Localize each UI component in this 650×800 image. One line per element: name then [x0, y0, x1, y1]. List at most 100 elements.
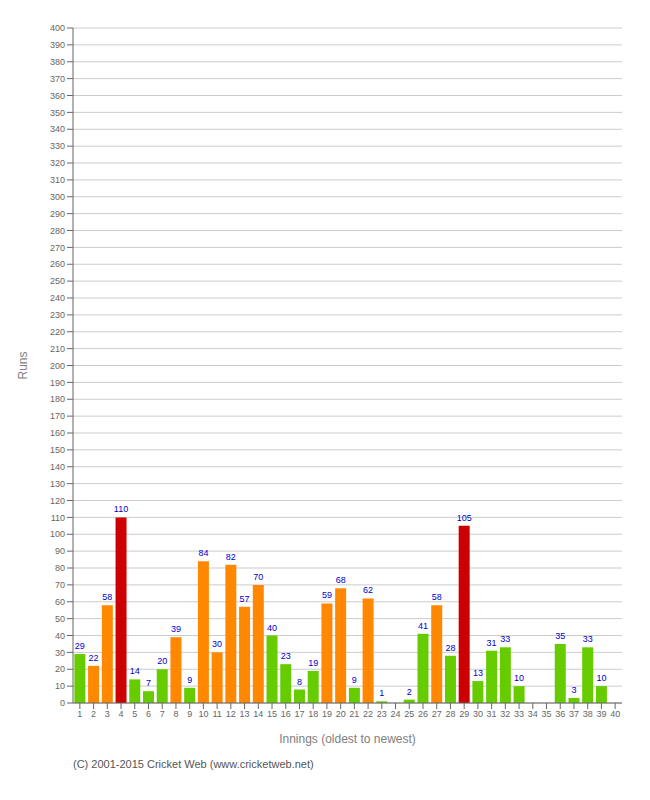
svg-text:10: 10	[596, 673, 606, 683]
svg-text:31: 31	[487, 709, 497, 719]
svg-text:36: 36	[555, 709, 565, 719]
svg-text:300: 300	[50, 192, 65, 202]
svg-text:14: 14	[130, 666, 140, 676]
svg-text:59: 59	[322, 590, 332, 600]
svg-text:13: 13	[473, 668, 483, 678]
svg-text:70: 70	[55, 580, 65, 590]
svg-text:140: 140	[50, 462, 65, 472]
svg-text:9: 9	[187, 675, 192, 685]
svg-text:200: 200	[50, 361, 65, 371]
svg-text:9: 9	[187, 709, 192, 719]
svg-text:8: 8	[297, 677, 302, 687]
svg-text:20: 20	[55, 664, 65, 674]
svg-text:360: 360	[50, 91, 65, 101]
svg-text:29: 29	[459, 709, 469, 719]
svg-text:22: 22	[89, 653, 99, 663]
svg-text:150: 150	[50, 445, 65, 455]
svg-text:35: 35	[555, 631, 565, 641]
svg-text:1: 1	[379, 688, 384, 698]
svg-text:280: 280	[50, 226, 65, 236]
svg-text:110: 110	[51, 513, 65, 523]
svg-text:2: 2	[91, 709, 96, 719]
svg-text:2: 2	[407, 687, 412, 697]
svg-text:26: 26	[418, 709, 428, 719]
svg-text:7: 7	[146, 678, 151, 688]
svg-text:20: 20	[336, 709, 346, 719]
svg-text:380: 380	[50, 57, 65, 67]
svg-text:23: 23	[377, 709, 387, 719]
svg-text:58: 58	[102, 592, 112, 602]
svg-text:370: 370	[50, 74, 65, 84]
svg-text:30: 30	[473, 709, 483, 719]
svg-text:160: 160	[50, 428, 65, 438]
svg-text:3: 3	[105, 709, 110, 719]
svg-text:21: 21	[349, 709, 359, 719]
svg-text:82: 82	[226, 552, 236, 562]
svg-text:41: 41	[418, 621, 428, 631]
svg-text:10: 10	[198, 709, 208, 719]
svg-text:330: 330	[50, 141, 65, 151]
svg-text:19: 19	[322, 709, 332, 719]
svg-text:18: 18	[308, 709, 318, 719]
svg-text:39: 39	[171, 624, 181, 634]
svg-text:4: 4	[119, 709, 124, 719]
svg-text:9: 9	[352, 675, 357, 685]
svg-text:390: 390	[50, 40, 65, 50]
svg-text:68: 68	[336, 575, 346, 585]
svg-text:250: 250	[50, 276, 65, 286]
svg-text:240: 240	[50, 293, 65, 303]
svg-text:40: 40	[610, 709, 620, 719]
svg-text:230: 230	[50, 310, 65, 320]
svg-text:39: 39	[596, 709, 606, 719]
svg-text:62: 62	[363, 585, 373, 595]
svg-text:80: 80	[55, 563, 65, 573]
svg-text:19: 19	[308, 658, 318, 668]
svg-text:10: 10	[55, 681, 65, 691]
svg-text:100: 100	[50, 529, 65, 539]
svg-text:70: 70	[253, 572, 263, 582]
svg-text:31: 31	[487, 638, 497, 648]
svg-text:11: 11	[212, 709, 221, 719]
svg-text:32: 32	[500, 709, 510, 719]
svg-text:180: 180	[50, 394, 65, 404]
svg-text:260: 260	[50, 259, 65, 269]
svg-text:400: 400	[50, 23, 65, 33]
svg-text:6: 6	[146, 709, 151, 719]
svg-text:27: 27	[432, 709, 442, 719]
svg-text:25: 25	[404, 709, 414, 719]
svg-text:33: 33	[500, 634, 510, 644]
svg-text:37: 37	[569, 709, 579, 719]
svg-text:40: 40	[267, 623, 277, 633]
svg-text:40: 40	[55, 631, 65, 641]
svg-text:170: 170	[50, 411, 65, 421]
svg-text:33: 33	[583, 634, 593, 644]
svg-text:58: 58	[432, 592, 442, 602]
svg-text:24: 24	[391, 709, 401, 719]
svg-text:34: 34	[528, 709, 538, 719]
svg-text:1: 1	[77, 709, 82, 719]
svg-text:28: 28	[445, 643, 455, 653]
svg-text:15: 15	[267, 709, 277, 719]
svg-text:120: 120	[50, 496, 65, 506]
svg-text:7: 7	[160, 709, 165, 719]
svg-text:130: 130	[50, 479, 65, 489]
svg-text:310: 310	[50, 175, 65, 185]
svg-text:13: 13	[240, 709, 250, 719]
svg-text:30: 30	[55, 648, 65, 658]
svg-text:340: 340	[50, 124, 65, 134]
svg-text:8: 8	[173, 709, 178, 719]
svg-text:23: 23	[281, 651, 291, 661]
svg-text:50: 50	[55, 614, 65, 624]
svg-text:28: 28	[445, 709, 455, 719]
svg-text:350: 350	[50, 108, 65, 118]
svg-text:30: 30	[212, 639, 222, 649]
svg-text:14: 14	[253, 709, 263, 719]
svg-text:90: 90	[55, 546, 65, 556]
svg-text:3: 3	[571, 685, 576, 695]
svg-text:210: 210	[50, 344, 65, 354]
svg-text:29: 29	[75, 641, 85, 651]
svg-text:57: 57	[240, 594, 250, 604]
svg-text:Runs: Runs	[16, 351, 30, 379]
svg-text:190: 190	[50, 378, 65, 388]
svg-text:5: 5	[132, 709, 137, 719]
